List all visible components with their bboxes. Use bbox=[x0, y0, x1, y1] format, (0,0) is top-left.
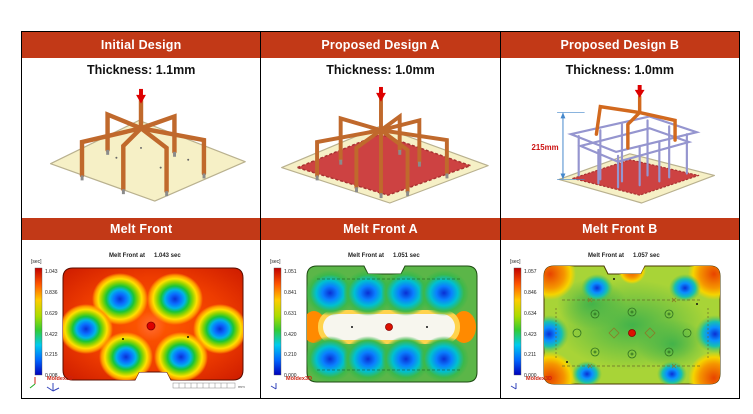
sprue-icon bbox=[136, 88, 147, 104]
comparison-table: Initial Design Thickness: 1.1mm bbox=[21, 31, 740, 399]
sprue-icon bbox=[634, 85, 645, 98]
colorbar-tick: 0.008 bbox=[45, 373, 58, 379]
gate-location-dot bbox=[627, 329, 636, 337]
melt-front-plot-cell: Melt Front at 1.051 sec [sec] 1.051 0.84… bbox=[261, 242, 500, 398]
mold-plate bbox=[558, 153, 715, 204]
colorbar-tick: 0.420 bbox=[284, 332, 297, 338]
contour-plate bbox=[62, 267, 244, 381]
header-label: Melt Front A bbox=[343, 222, 418, 236]
colorbar: [sec] 1.051 0.841 0.631 0.420 0.210 0.00… bbox=[270, 259, 297, 379]
axis-triad-icon bbox=[46, 383, 60, 392]
colorbar-tick: 1.051 bbox=[284, 269, 297, 275]
dimension-label: 215mm bbox=[531, 143, 558, 152]
colorbar-tick: 0.634 bbox=[524, 311, 537, 317]
colorbar-tick: 0.841 bbox=[284, 290, 297, 296]
moldex3d-logo: Moldex3D bbox=[526, 376, 552, 382]
part-feature-marks bbox=[572, 307, 692, 359]
part-cavity bbox=[297, 133, 472, 196]
colorbar-tick: 0.631 bbox=[284, 311, 297, 317]
axis-triad-icon bbox=[271, 383, 277, 390]
axis-triad-icon bbox=[510, 383, 517, 390]
colorbar-tick: 0.422 bbox=[45, 332, 58, 338]
rgb-triad-icon bbox=[29, 377, 36, 389]
design-render-initial bbox=[50, 88, 246, 202]
colorbar-tick: 0.210 bbox=[284, 352, 297, 358]
column-proposed-design-a: Proposed Design A Thickness: 1.0mm bbox=[261, 32, 501, 398]
plot-title-prefix: Melt Front at bbox=[109, 253, 145, 259]
hatch-clusters bbox=[587, 297, 677, 369]
colorbar-unit: [sec] bbox=[31, 259, 42, 265]
cold-runner-network bbox=[566, 115, 701, 189]
header-proposed-design-a: Proposed Design A bbox=[261, 32, 500, 58]
mold-plate bbox=[281, 125, 490, 204]
design-render-b: 215mm bbox=[531, 85, 715, 204]
header-proposed-design-b: Proposed Design B bbox=[500, 32, 739, 58]
header-label: Melt Front B bbox=[582, 222, 658, 236]
plot-title-prefix: Melt Front at bbox=[588, 253, 624, 259]
thickness-label: Thickness: 1.0mm bbox=[565, 63, 675, 77]
melt-front-plot-cell: Melt Front at 1.057 sec [sec] 1.057 0.84… bbox=[500, 242, 739, 398]
header-melt-front-a: Melt Front A bbox=[261, 216, 500, 242]
runner-system bbox=[315, 96, 450, 196]
colorbar-tick: 0.215 bbox=[45, 352, 58, 358]
plot-title-prefix: Melt Front at bbox=[348, 253, 384, 259]
colorbar-tick: 0.211 bbox=[524, 352, 536, 358]
colorbar-tick: 1.057 bbox=[524, 269, 537, 275]
column-initial-design: Initial Design Thickness: 1.1mm bbox=[22, 32, 262, 398]
colorbar-tick: 0.423 bbox=[524, 332, 537, 338]
header-label: Proposed Design B bbox=[560, 38, 680, 52]
dimension-annotation: 215mm bbox=[531, 112, 585, 180]
header-label: Initial Design bbox=[100, 38, 182, 52]
melt-front-plot-cell: Melt Front at 1.043 sec [sec] 1.043 0.83… bbox=[22, 242, 261, 398]
gate-tips bbox=[80, 149, 206, 197]
part-cavity bbox=[572, 159, 700, 196]
colorbar-tick: 0.629 bbox=[45, 311, 58, 317]
gate-location-dot bbox=[385, 323, 394, 331]
gate-location-dot bbox=[146, 321, 156, 331]
ruler-unit: mm bbox=[238, 384, 245, 389]
moldex3d-logo: Moldex3D bbox=[286, 376, 312, 382]
header-label: Melt Front bbox=[109, 222, 173, 236]
colorbar-unit: [sec] bbox=[270, 259, 281, 265]
runner-system bbox=[79, 98, 207, 194]
hot-runner bbox=[594, 95, 677, 150]
design-cell-initial: Thickness: 1.1mm bbox=[22, 58, 261, 216]
plot-title-value: 1.057 sec bbox=[633, 253, 660, 259]
header-label: Proposed Design A bbox=[321, 38, 440, 52]
colorbar: [sec] 1.057 0.846 0.634 0.423 0.211 0.00… bbox=[510, 259, 537, 379]
gate-tips bbox=[316, 149, 449, 199]
colorbar-tick: 0.000 bbox=[524, 373, 537, 379]
sprue-icon bbox=[376, 86, 387, 102]
colorbar-tick: 0.846 bbox=[524, 290, 537, 296]
thickness-label: Thickness: 1.1mm bbox=[86, 63, 196, 77]
column-proposed-design-b: Proposed Design B Thickness: 1.0mm bbox=[500, 32, 739, 398]
scale-ruler: mm bbox=[172, 382, 245, 389]
colorbar: [sec] 1.043 0.836 0.629 0.422 0.215 0.00… bbox=[31, 259, 58, 379]
colorbar-tick: 0.000 bbox=[284, 373, 297, 379]
header-melt-front-b: Melt Front B bbox=[500, 216, 739, 242]
contour-plate bbox=[543, 265, 721, 385]
melt-front-plot: Melt Front at 1.043 sec [sec] 1.043 0.83… bbox=[29, 253, 245, 392]
colorbar-tick: 0.836 bbox=[45, 290, 58, 296]
plot-title-value: 1.051 sec bbox=[393, 253, 420, 259]
design-cell-a: Thickness: 1.0mm bbox=[261, 58, 500, 216]
melt-front-plot-a: Melt Front at 1.051 sec [sec] 1.051 0.84… bbox=[270, 253, 478, 390]
header-initial-design: Initial Design bbox=[22, 32, 261, 58]
colorbar-unit: [sec] bbox=[510, 259, 521, 265]
plot-title-value: 1.043 sec bbox=[154, 253, 181, 259]
melt-front-plot-b: Melt Front at 1.057 sec [sec] 1.057 0.84… bbox=[510, 253, 721, 390]
design-render-a bbox=[281, 86, 490, 204]
moldex3d-logo: Moldex3D bbox=[47, 376, 73, 382]
contour-plate bbox=[306, 265, 478, 383]
thickness-label: Thickness: 1.0mm bbox=[326, 63, 435, 77]
header-melt-front: Melt Front bbox=[22, 216, 261, 242]
colorbar-tick: 1.043 bbox=[45, 269, 58, 275]
design-cell-b: Thickness: 1.0mm bbox=[500, 58, 739, 216]
